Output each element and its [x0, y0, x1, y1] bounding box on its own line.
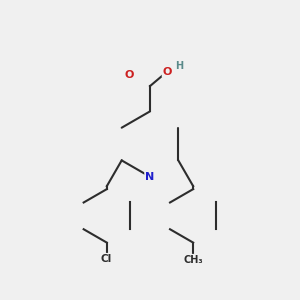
Text: O: O: [124, 70, 134, 80]
Text: O: O: [163, 67, 172, 77]
Text: CH₃: CH₃: [183, 255, 203, 265]
Text: N: N: [146, 172, 154, 182]
Text: H: H: [175, 61, 183, 71]
Text: Cl: Cl: [100, 254, 112, 264]
